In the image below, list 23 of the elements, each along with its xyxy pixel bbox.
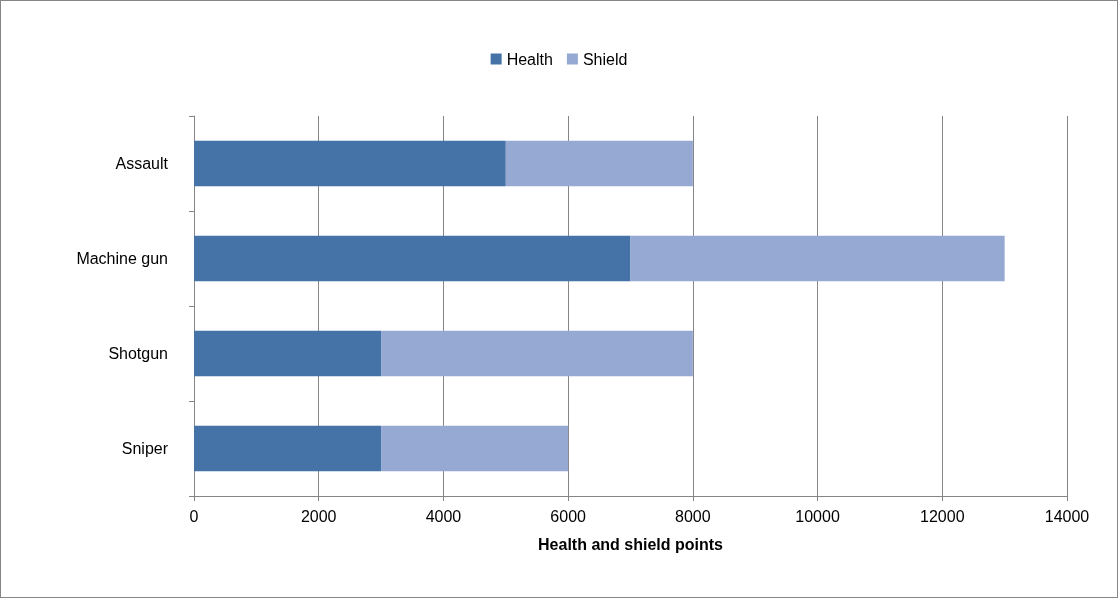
x-tick-label: 6000 <box>550 507 587 525</box>
x-tick-label: 8000 <box>675 507 711 525</box>
x-axis-title: Health and shield points <box>538 535 724 553</box>
y-tick-label: Machine gun <box>76 250 168 267</box>
legend-label: Health <box>506 50 553 68</box>
x-tick-label: 0 <box>189 507 199 525</box>
bar <box>194 425 382 472</box>
legend-label: Shield <box>582 50 628 68</box>
x-tick-label: 4000 <box>425 507 462 525</box>
x-tick-label: 2000 <box>300 507 337 525</box>
bar <box>194 330 382 377</box>
y-tick-label: Assault <box>115 155 169 172</box>
bar <box>194 140 506 187</box>
y-tick-label: Sniper <box>121 440 169 457</box>
bar <box>194 235 631 282</box>
bar <box>505 140 693 187</box>
bar <box>381 330 693 377</box>
x-tick-label: 10000 <box>795 507 840 525</box>
bar <box>381 425 569 472</box>
bar <box>630 235 1005 282</box>
x-tick-label: 12000 <box>920 507 965 525</box>
y-tick-label: Shotgun <box>108 345 168 362</box>
x-tick-label: 14000 <box>1044 507 1090 525</box>
